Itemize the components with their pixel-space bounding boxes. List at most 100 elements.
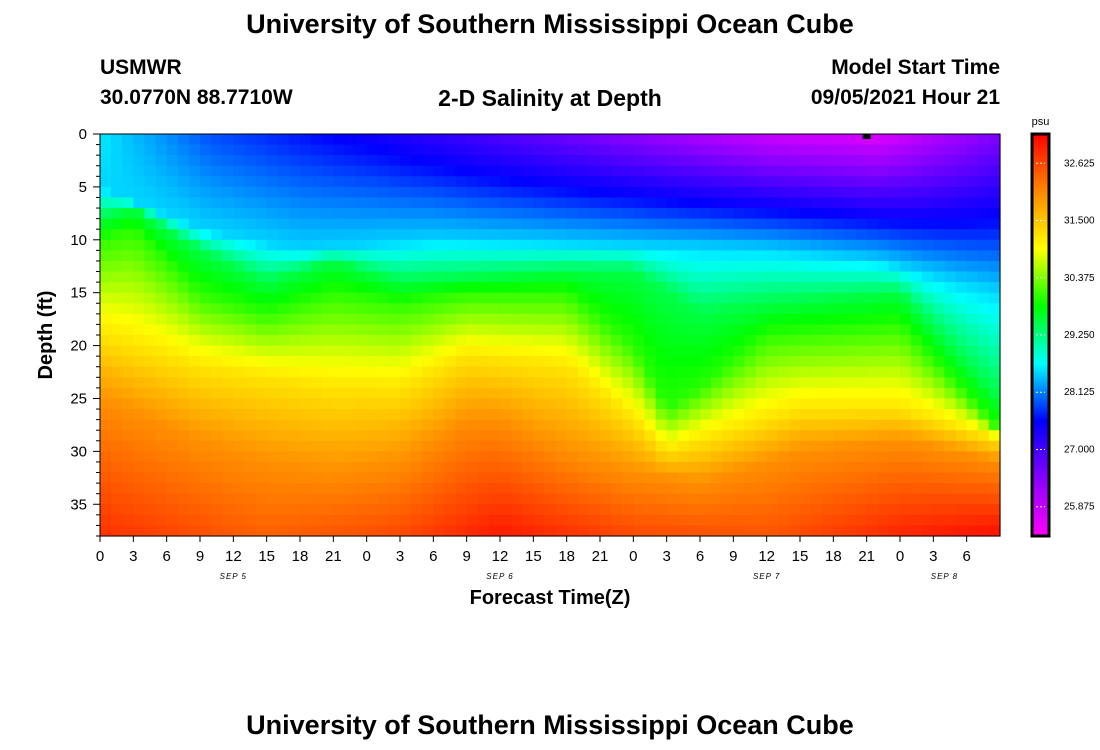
heatmap-cell: [444, 493, 457, 505]
heatmap-cell: [600, 366, 612, 378]
heatmap-cell: [255, 366, 268, 378]
heatmap-cell: [677, 377, 690, 389]
heatmap-cell: [711, 461, 723, 474]
heatmap-cell: [911, 387, 923, 400]
heatmap-cell: [277, 197, 290, 209]
heatmap-cell: [188, 303, 201, 315]
heatmap-cell: [855, 144, 868, 156]
heatmap-cell: [366, 134, 379, 146]
heatmap-cell: [944, 366, 957, 378]
heatmap-cell: [566, 303, 579, 315]
heatmap-cell: [633, 461, 646, 474]
heatmap-cell: [644, 483, 657, 495]
heatmap-cell: [211, 176, 223, 188]
heatmap-cell: [122, 525, 134, 537]
heatmap-cell: [222, 356, 234, 368]
heatmap-cell: [377, 525, 390, 537]
heatmap-cell: [955, 335, 968, 347]
heatmap-cell: [677, 250, 690, 262]
heatmap-cell: [900, 472, 912, 484]
heatmap-cell: [777, 514, 790, 527]
heatmap-cell: [433, 208, 446, 220]
heatmap-cell: [877, 134, 890, 146]
heatmap-cell: [988, 525, 1001, 537]
heatmap-cell: [688, 335, 701, 347]
heatmap-cell: [411, 472, 423, 484]
heatmap-cell: [688, 155, 701, 167]
heatmap-cell: [888, 165, 901, 177]
heatmap-cell: [244, 514, 257, 527]
heatmap-cell: [955, 165, 968, 177]
heatmap-cell: [455, 430, 468, 442]
plot-title: 2-D Salinity at Depth: [438, 85, 662, 111]
heatmap-cell: [977, 239, 990, 251]
heatmap-cell: [844, 186, 857, 199]
heatmap-cell: [822, 335, 834, 347]
heatmap-cell: [122, 409, 134, 421]
heatmap-cell: [644, 377, 657, 389]
heatmap-cell: [611, 186, 623, 199]
heatmap-cell: [588, 461, 601, 474]
heatmap-cell: [977, 303, 990, 315]
heatmap-cell: [355, 218, 368, 230]
heatmap-cell: [100, 398, 112, 410]
heatmap-cell: [200, 324, 212, 336]
heatmap-cell: [411, 134, 423, 146]
heatmap-cell: [911, 176, 923, 188]
heatmap-cell: [744, 313, 757, 326]
heatmap-cell: [200, 345, 212, 357]
heatmap-cell: [344, 504, 357, 516]
heatmap-cell: [377, 430, 390, 442]
heatmap-cell: [444, 430, 457, 442]
heatmap-cell: [411, 409, 423, 421]
heatmap-cell: [777, 387, 790, 400]
heatmap-cell: [800, 335, 812, 347]
heatmap-cell: [600, 440, 612, 452]
y-tick-label: 15: [70, 285, 87, 302]
heatmap-cell: [766, 260, 779, 273]
heatmap-cell: [411, 218, 423, 230]
heatmap-cell: [222, 409, 234, 421]
heatmap-cell: [633, 176, 646, 188]
heatmap-cell: [911, 292, 923, 304]
heatmap-cell: [855, 208, 868, 220]
heatmap-cell: [600, 345, 612, 357]
heatmap-cell: [744, 493, 757, 505]
heatmap-cell: [422, 504, 434, 516]
heatmap-cell: [266, 377, 279, 389]
heatmap-cell: [988, 356, 1001, 368]
heatmap-cell: [911, 377, 923, 389]
heatmap-cell: [244, 398, 257, 410]
heatmap-cell: [344, 282, 357, 294]
heatmap-cell: [400, 356, 412, 368]
heatmap-cell: [388, 504, 401, 516]
heatmap-cell: [677, 493, 690, 505]
heatmap-cell: [655, 387, 668, 400]
heatmap-cell: [222, 165, 234, 177]
heatmap-cell: [188, 472, 201, 484]
heatmap-cell: [166, 208, 179, 220]
heatmap-cell: [711, 493, 723, 505]
heatmap-cell: [600, 430, 612, 442]
heatmap-cell: [922, 451, 934, 463]
heatmap-cell: [144, 292, 157, 304]
heatmap-cell: [844, 504, 857, 516]
heatmap-cell: [611, 398, 623, 410]
heatmap-cell: [455, 461, 468, 474]
heatmap-cell: [911, 165, 923, 177]
heatmap-cell: [111, 229, 123, 241]
heatmap-cell: [511, 377, 523, 389]
heatmap-cell: [488, 165, 501, 177]
heatmap-cell: [966, 430, 979, 442]
heatmap-cell: [611, 366, 623, 378]
heatmap-cell: [211, 165, 223, 177]
heatmap-cell: [644, 472, 657, 484]
heatmap-cell: [255, 409, 268, 421]
heatmap-cell: [566, 313, 579, 326]
heatmap-cell: [777, 525, 790, 537]
heatmap-cell: [922, 229, 934, 241]
heatmap-cell: [933, 430, 946, 442]
heatmap-cell: [222, 197, 234, 209]
heatmap-cell: [922, 345, 934, 357]
heatmap-cell: [166, 218, 179, 230]
